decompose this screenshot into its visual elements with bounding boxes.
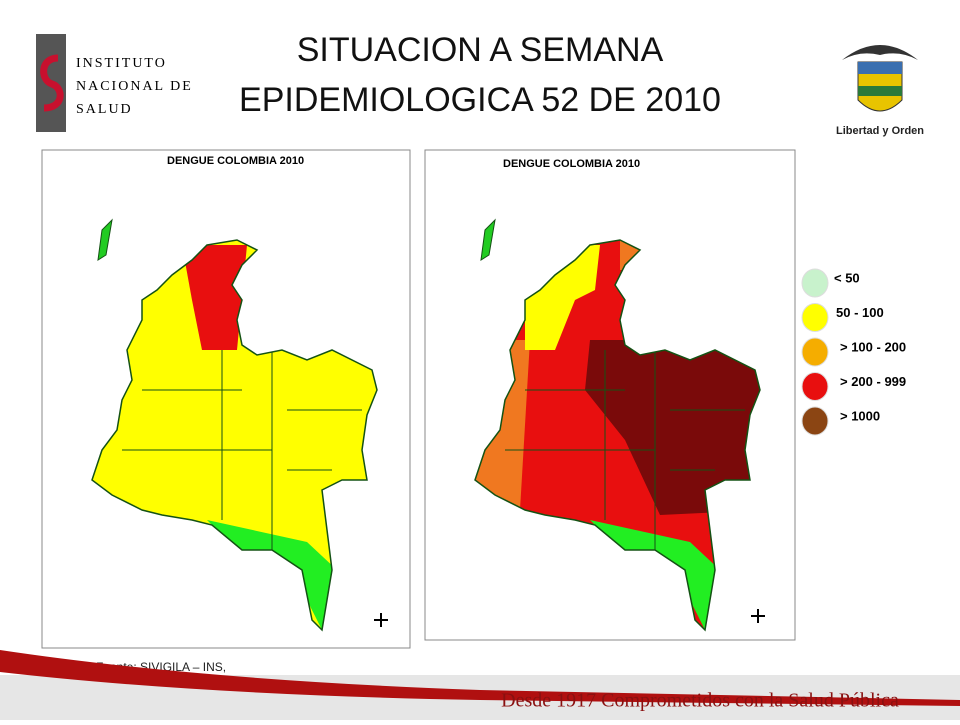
legend-swatch <box>801 406 829 436</box>
legend-label: 50 - 100 <box>836 305 884 320</box>
map-panel: DENGUE COLOMBIA 2010 <box>424 149 796 641</box>
logo-text: NACIONAL DE <box>76 79 193 94</box>
map-title: DENGUE COLOMBIA 2010 <box>503 158 640 170</box>
footer-text: Desde 1917 Comprometidos con la Salud Pú… <box>501 690 899 712</box>
map-title: DENGUE COLOMBIA 2010 <box>167 155 304 167</box>
logo-text: SALUD <box>76 102 133 117</box>
legend-label: > 100 - 200 <box>840 339 906 354</box>
legend: < 50 50 - 100 > 100 - 200 > 200 - 999 > 1000 <box>801 268 906 436</box>
footer-band: Desde 1917 Comprometidos con la Salud Pú… <box>0 650 960 720</box>
slide-title: SITUACION A SEMANA <box>297 31 664 69</box>
crest-motto: Libertad y Orden <box>836 125 924 137</box>
map-panel: DENGUE COLOMBIA 2010 <box>41 149 411 649</box>
slide-title: EPIDEMIOLOGICA 52 DE 2010 <box>239 81 721 119</box>
legend-swatch <box>801 337 829 367</box>
legend-label: > 200 - 999 <box>840 374 906 389</box>
logo-text: INSTITUTO <box>76 56 167 71</box>
ins-logo: INSTITUTO NACIONAL DE SALUD <box>36 34 193 132</box>
legend-swatch <box>801 372 829 401</box>
legend-label: > 1000 <box>840 408 880 423</box>
coat-of-arms: Libertad y Orden <box>836 45 924 137</box>
legend-label: < 50 <box>834 270 860 285</box>
legend-swatch <box>801 303 829 332</box>
legend-swatch <box>801 268 829 298</box>
